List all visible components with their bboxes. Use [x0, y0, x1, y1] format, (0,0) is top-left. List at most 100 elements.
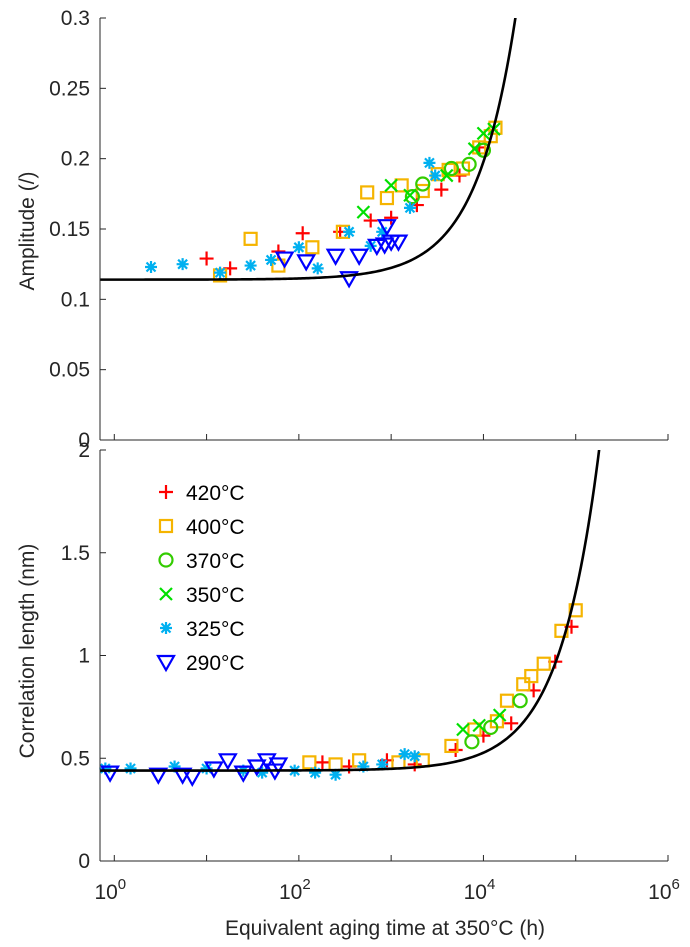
amplitude-panel: 0 0.05 0.1 0.15 0.2 0.25 0.3 Amplitude (/) [16, 7, 669, 452]
data-point [524, 668, 539, 684]
legend-label: 370°C [186, 550, 245, 573]
data-point [360, 185, 375, 200]
data-point [256, 766, 269, 779]
legend-item: 420°C [159, 482, 245, 505]
legend-item: 290°C [156, 652, 245, 675]
data-point [356, 205, 371, 219]
data-point [404, 189, 421, 205]
data-point [325, 248, 346, 266]
data-point [168, 760, 181, 773]
data-point [434, 182, 449, 197]
data-point [403, 201, 416, 214]
series-triangle-down-5 [274, 219, 409, 289]
data-point [199, 251, 214, 266]
data-point [415, 176, 431, 192]
data-point [394, 178, 409, 193]
data-point [200, 762, 213, 775]
data-point [268, 757, 289, 775]
legend-marker [158, 518, 174, 534]
data-point [296, 254, 317, 272]
data-point [388, 234, 409, 252]
data-point [441, 162, 456, 178]
legend-item: 370°C [158, 550, 245, 573]
series-x-3 [456, 708, 507, 737]
legend-marker [159, 587, 173, 601]
legend-label: 420°C [186, 482, 245, 505]
data-point [145, 260, 158, 273]
data-point [376, 225, 389, 238]
series-asterisk-4 [145, 156, 442, 279]
data-point [384, 178, 398, 193]
data-point [343, 225, 356, 238]
data-point [492, 708, 507, 722]
data-point [443, 160, 460, 177]
data-point [398, 748, 411, 761]
data-point [568, 603, 583, 618]
legend-marker [158, 552, 174, 568]
data-point [339, 271, 359, 289]
data-point [148, 767, 169, 785]
series-circle-2 [464, 693, 528, 750]
amplitude-data-marks [100, 18, 517, 289]
legend: 420°C 400°C 370°C 350°C 325°C 290°C [156, 482, 245, 675]
data-point [376, 758, 389, 771]
y-tick-label: 0.05 [49, 359, 90, 382]
data-point [302, 755, 317, 770]
data-point [99, 762, 112, 775]
data-point [274, 251, 295, 269]
data-point [292, 241, 305, 254]
data-point [176, 258, 189, 271]
data-point [377, 219, 397, 237]
data-point [311, 262, 324, 275]
data-point [243, 231, 258, 246]
data-point [100, 765, 120, 783]
series-triangle-down-5 [100, 753, 289, 787]
data-point [516, 677, 531, 692]
data-point [439, 168, 454, 183]
x-axis-label: Equivalent aging time at 350°C (h) [225, 917, 545, 940]
data-point [364, 239, 377, 252]
data-point [403, 188, 417, 203]
data-point [512, 693, 528, 709]
y-tick-label: 0.2 [61, 148, 90, 171]
fit-curve [100, 450, 601, 772]
data-point [476, 126, 491, 141]
data-point [357, 760, 370, 773]
data-point [379, 190, 395, 206]
data-point [504, 716, 519, 731]
y-tick-label: 0 [78, 850, 90, 873]
legend-marker [156, 654, 176, 673]
data-point [214, 266, 227, 279]
data-point [315, 755, 330, 770]
data-point [554, 623, 569, 638]
data-point [384, 210, 399, 225]
data-point [305, 240, 320, 255]
legend-label: 290°C [186, 652, 245, 675]
amplitude-axes: 0 0.05 0.1 0.15 0.2 0.25 0.3 [49, 7, 669, 452]
data-point [363, 213, 378, 228]
data-point [464, 734, 480, 750]
x-tick-label: 102 [279, 876, 311, 904]
data-point [217, 753, 238, 771]
legend-label: 325°C [186, 618, 245, 641]
legend-item: 400°C [158, 516, 245, 539]
y-tick-label: 0.5 [61, 747, 90, 770]
data-point [467, 142, 482, 156]
data-point [246, 759, 267, 777]
legend-item: 325°C [160, 618, 245, 641]
data-point [423, 156, 436, 169]
data-point [448, 743, 463, 758]
y-tick-label: 0.1 [61, 288, 90, 311]
legend-label: 400°C [186, 516, 245, 539]
correlation-length-data-marks [99, 450, 601, 787]
y-tick-label: 1.5 [61, 542, 90, 565]
amplitude-y-axis-label: Amplitude (/) [16, 171, 39, 290]
data-point [429, 169, 442, 182]
data-point [408, 750, 421, 763]
data-point [536, 656, 551, 671]
legend-marker [159, 485, 173, 499]
data-point [329, 768, 342, 781]
y-tick-label: 2 [78, 439, 90, 462]
fit-curve [100, 18, 517, 281]
